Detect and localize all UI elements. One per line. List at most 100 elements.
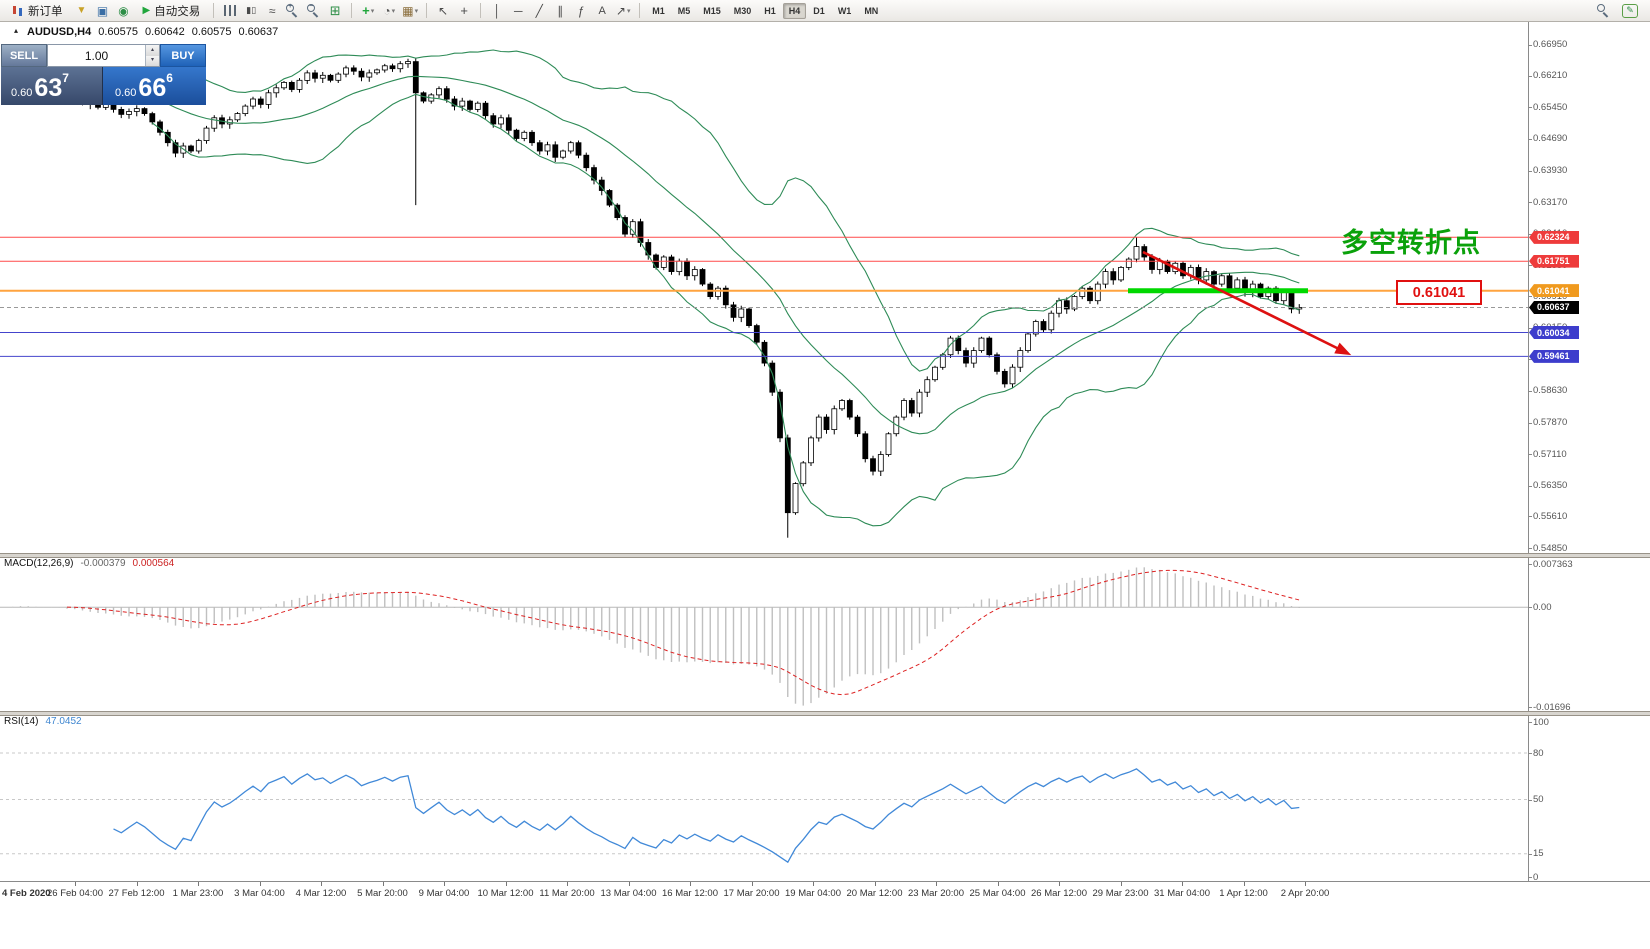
autotrade-play-icon: ▶ (142, 5, 151, 16)
zoom-in-icon[interactable]: + (283, 2, 303, 20)
market-watch-icon[interactable]: ◉ (118, 3, 129, 18)
time-axis[interactable]: 4 Feb 2020 26 Feb 04:00 27 Feb 12:00 1 Mar … (0, 881, 1650, 908)
one-click-toggle[interactable]: ▴ (14, 26, 19, 35)
time-axis-label: 1 Mar 23:00 (172, 888, 224, 899)
timeframe-m1[interactable]: M1 (652, 5, 665, 16)
panel-splitter-macd[interactable] (0, 553, 1650, 558)
timeframe-h1[interactable]: H1 (764, 5, 776, 16)
timeframe-h4[interactable]: H4 (782, 2, 807, 19)
indicators-icon[interactable]: + ▾ (362, 3, 375, 18)
timeframe-w1[interactable]: W1 (837, 5, 852, 16)
time-axis-label: 2 Apr 20:00 (1280, 888, 1330, 899)
time-axis-label: 23 Mar 20:00 (908, 888, 964, 899)
fibonacci-icon[interactable]: ƒ (577, 3, 585, 18)
tile-windows-icon[interactable]: ⊞ (329, 2, 341, 18)
time-axis-label: 11 Mar 20:00 (539, 888, 595, 899)
periods-icon[interactable]: ◔ ▾ (383, 3, 396, 18)
profiles-icon[interactable]: ▣ (96, 3, 109, 18)
bid-price-prefix: 0.60 (11, 87, 33, 99)
time-axis-label: 1 Apr 12:00 (1219, 888, 1268, 899)
ask-price[interactable]: 0.60 66 6 (102, 67, 206, 105)
search-icon[interactable] (1594, 2, 1614, 20)
vertical-line-icon[interactable]: │ (493, 3, 501, 18)
pointer-icons: ↖ + (433, 2, 474, 20)
trendline-icon[interactable]: ╱ (535, 3, 543, 18)
time-axis-label: 29 Mar 23:00 (1092, 888, 1149, 899)
panel-splitter-rsi[interactable] (0, 711, 1650, 716)
time-axis-label: 19 Mar 04:00 (785, 888, 841, 899)
time-axis-label: 10 Mar 12:00 (477, 888, 534, 899)
volume-up-button[interactable]: ▴ (146, 45, 159, 56)
volume-down-button[interactable]: ▾ (146, 55, 159, 66)
ask-price-main: 66 (138, 74, 167, 103)
line-chart-icon[interactable]: ≈ (268, 3, 276, 18)
candlestick-chart-icon[interactable]: ▮▯ (246, 5, 257, 15)
chart-ohlc-header: ▴ AUDUSD,H4 0.60575 0.60642 0.60575 0.60… (14, 26, 278, 38)
time-axis-label: 4 Feb 2020 (2, 888, 51, 899)
ohlc-low: 0.60575 (191, 26, 232, 38)
ohlc-high: 0.60642 (144, 26, 185, 38)
symbol-name: AUDUSD,H4 (27, 26, 92, 38)
toolbar-separator (426, 3, 428, 18)
sell-button[interactable]: SELL (1, 44, 47, 67)
volume-value[interactable]: 1.00 (84, 48, 109, 63)
ohlc-close: 0.60637 (238, 26, 279, 38)
rsi-value: 47.0452 (45, 716, 82, 727)
crosshair-icon[interactable]: + (460, 3, 468, 18)
price-axis[interactable] (1528, 22, 1650, 881)
charts-icon[interactable]: ▼ (76, 5, 87, 16)
macd-main-value: -0.000379 (80, 558, 126, 569)
turning-point-annotation: 多空转折点 (1341, 228, 1481, 258)
timeframe-m5[interactable]: M5 (677, 5, 691, 16)
macd-indicator-label: MACD(12,26,9) -0.000379 0.000564 (4, 558, 174, 569)
time-axis-label: 17 Mar 20:00 (723, 888, 780, 899)
toolbar-separator (351, 3, 353, 18)
toolbar: 新订单 ▼ ▣ ◉ ▶ 自动交易 ▮▯ ≈ + − ⊞ + ▾ ◔ ▾ ▦ ▾ ↖ + │ ─ ╱ ∥ ƒ A ↗ ▾… (0, 0, 1650, 22)
rsi-indicator-label: RSI(14) 47.0452 (4, 716, 82, 727)
time-axis-label: 25 Mar 04:00 (969, 888, 1026, 899)
time-axis-label: 31 Mar 04:00 (1154, 888, 1210, 899)
bid-price[interactable]: 0.60 63 7 (1, 67, 102, 105)
chart-type-icons: ▮▯ ≈ + − ⊞ (220, 2, 345, 20)
time-axis-label: 9 Mar 04:00 (418, 888, 470, 899)
new-order-icon (11, 4, 24, 17)
autotrade-button[interactable]: ▶ 自动交易 (136, 1, 208, 21)
time-axis-label: 4 Mar 12:00 (295, 888, 347, 899)
toolbar-separator (213, 3, 215, 18)
text-icon[interactable]: A (598, 4, 606, 17)
arrows-icon[interactable]: ↗ ▾ (615, 3, 631, 18)
templates-icon[interactable]: ▦ ▾ (402, 3, 419, 18)
chat-icon[interactable] (1620, 2, 1640, 20)
time-axis-label: 20 Mar 12:00 (846, 888, 903, 899)
volume-field[interactable]: 1.00 ▴ ▾ (47, 44, 160, 67)
toolbar-separator (480, 3, 482, 18)
volume-stepper: ▴ ▾ (145, 45, 159, 66)
ask-price-pip: 6 (166, 71, 173, 85)
timeframe-m15[interactable]: M15 (703, 5, 721, 16)
new-order-button[interactable]: 新订单 (4, 1, 70, 21)
new-order-label: 新订单 (28, 5, 63, 18)
toolbar-right-icons (1594, 2, 1646, 20)
ohlc-open: 0.60575 (98, 26, 138, 38)
bar-chart-icon[interactable] (220, 2, 240, 20)
channel-icon[interactable]: ∥ (557, 3, 564, 18)
cursor-icon[interactable]: ↖ (438, 3, 449, 18)
autotrade-label: 自动交易 (154, 5, 201, 18)
timeframe-toolbar: M1 M5 M15 M30 H1 H4 D1 W1 MN (646, 2, 884, 19)
macd-name: MACD(12,26,9) (4, 558, 74, 569)
time-axis-label: 5 Mar 20:00 (357, 888, 408, 899)
timeframe-m30[interactable]: M30 (733, 5, 752, 16)
toolbar-separator (639, 3, 641, 18)
price-callout-annotation: 0.61041 (1396, 280, 1482, 305)
macd-signal-value: 0.000564 (132, 558, 175, 569)
time-axis-label: 26 Mar 12:00 (1031, 888, 1087, 899)
time-axis-label: 3 Mar 04:00 (234, 888, 285, 899)
timeframe-mn[interactable]: MN (864, 5, 879, 16)
horizontal-line-icon[interactable]: ─ (513, 3, 523, 18)
time-axis-label: 27 Feb 12:00 (108, 888, 165, 899)
zoom-out-icon[interactable]: − (304, 2, 324, 20)
buy-button[interactable]: BUY (160, 44, 206, 67)
time-axis-label: 13 Mar 04:00 (600, 888, 657, 899)
timeframe-d1[interactable]: D1 (813, 5, 825, 16)
